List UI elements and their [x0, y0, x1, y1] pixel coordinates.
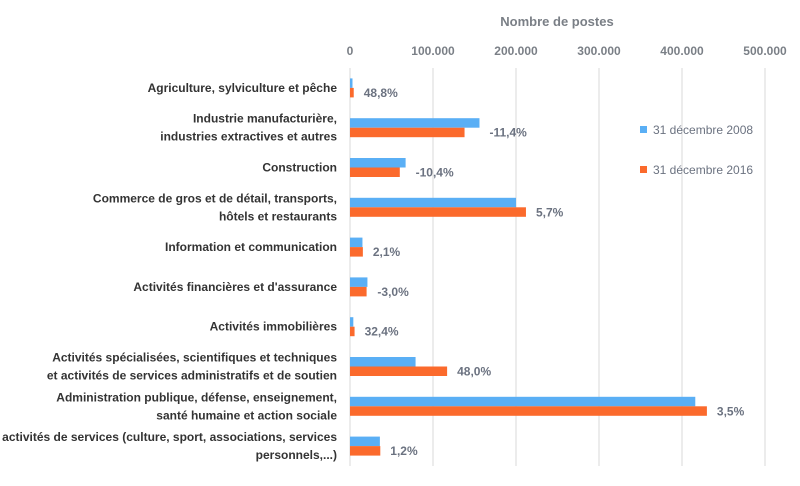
category-label: Construction [262, 161, 337, 175]
data-label: 2,1% [373, 245, 401, 259]
legend-item-2016: 31 décembre 2016 [640, 163, 753, 177]
legend-swatch-2008 [640, 126, 647, 133]
category-label: Activités financières et d'assurance [133, 280, 337, 294]
bar-2008 [350, 197, 516, 208]
bar-2016 [350, 286, 367, 297]
category-label: Activités spécialisées, scientifiques et… [47, 351, 337, 383]
bar-2016 [350, 326, 355, 337]
bar-2016 [350, 167, 400, 177]
bar-2008 [350, 158, 406, 168]
category-label: Industrie manufacturière, industries extr… [160, 112, 337, 144]
bar-2008 [350, 317, 354, 327]
category-label: Commerce de gros et de détail, transport… [93, 191, 337, 223]
bar-2016 [350, 366, 448, 376]
bar-2016 [350, 207, 526, 217]
category-label: Activités immobilières [210, 320, 338, 334]
category-label: Administration publique, défense, enseig… [56, 390, 337, 422]
category-label: Agriculture, sylviculture et pêche [148, 81, 338, 95]
data-label: -3,0% [377, 285, 409, 299]
bar-2016 [350, 127, 465, 138]
bar-2008 [350, 277, 368, 287]
bar-2016 [350, 446, 381, 456]
x-axis-title: Nombre de postes [500, 14, 614, 29]
bar-2016 [350, 406, 707, 416]
data-label: -11,4% [489, 126, 527, 140]
bar-2008 [350, 78, 353, 88]
data-label: 32,4% [365, 325, 399, 339]
data-label: 3,5% [717, 404, 745, 418]
data-label: 5,7% [536, 205, 564, 219]
x-tick-label: 300.000 [577, 44, 621, 58]
data-label: 1,2% [390, 444, 418, 458]
bar-2008 [350, 237, 363, 248]
bar-2008 [350, 118, 480, 128]
legend-swatch-2016 [640, 166, 647, 173]
category-label: Autres activités de services (culture, s… [0, 430, 337, 462]
x-tick-label: 100.000 [411, 44, 455, 58]
x-tick-label: 400.000 [660, 44, 704, 58]
data-label: 48,8% [364, 86, 398, 100]
data-label: 48,0% [457, 365, 491, 379]
bar-2008 [350, 357, 416, 367]
x-tick-label: 500.000 [743, 44, 787, 58]
bar-2008 [350, 436, 380, 447]
x-tick-label: 0 [347, 44, 354, 58]
category-label: Information et communication [165, 240, 337, 254]
bar-2016 [350, 247, 363, 257]
data-label: -10,4% [416, 166, 454, 180]
bar-2008 [350, 396, 696, 407]
legend-label-2016: 31 décembre 2016 [653, 163, 754, 177]
x-tick-label: 200.000 [494, 44, 538, 58]
legend-item-2008: 31 décembre 2008 [640, 123, 753, 137]
bar-2016 [350, 87, 354, 98]
legend-label-2008: 31 décembre 2008 [653, 123, 754, 137]
